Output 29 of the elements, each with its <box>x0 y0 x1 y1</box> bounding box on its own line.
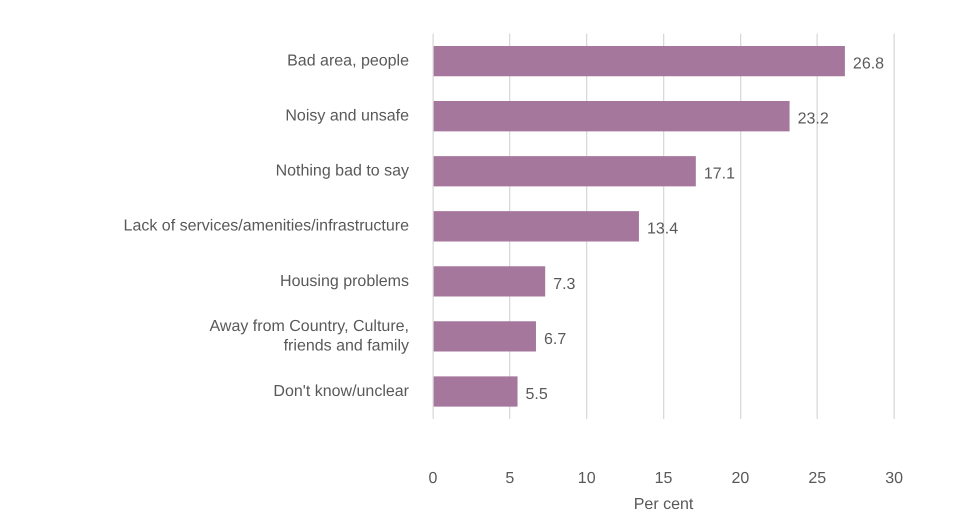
y-tick-label: Away from Country, Culture, friends and family <box>210 318 409 354</box>
bar <box>434 156 696 186</box>
data-label: 7.3 <box>553 276 576 293</box>
data-label: 23.2 <box>798 110 829 128</box>
bar <box>434 376 518 407</box>
data-label: 13.4 <box>646 220 678 238</box>
bar <box>434 266 546 296</box>
x-tick-label: 25 <box>808 470 826 488</box>
data-label: 17.1 <box>704 166 736 183</box>
bar <box>434 101 790 132</box>
x-tick-label: 5 <box>505 470 514 488</box>
y-tick-label: Lack of services/amenities/infrastructure <box>124 218 410 235</box>
x-axis-title: Per cent <box>634 496 694 513</box>
bar <box>434 211 639 242</box>
x-tick-label: 20 <box>732 470 750 488</box>
x-tick-label: 15 <box>654 470 673 488</box>
y-tick-label: Noisy and unsafe <box>285 108 410 125</box>
bar <box>434 321 536 352</box>
bar <box>434 46 845 76</box>
x-tick-label: 0 <box>428 470 438 488</box>
x-tick-label: 10 <box>578 470 596 488</box>
y-tick-label: Don't know/unclear <box>273 382 410 400</box>
y-tick-label: Housing problems <box>280 272 409 290</box>
data-label: 6.7 <box>544 330 566 348</box>
y-tick-label: Nothing bad to say <box>276 162 409 180</box>
data-label: 26.8 <box>852 56 884 73</box>
y-tick-label: Bad area, people <box>287 52 410 70</box>
x-tick-label: 30 <box>885 470 904 488</box>
data-label: 5.5 <box>526 386 548 403</box>
